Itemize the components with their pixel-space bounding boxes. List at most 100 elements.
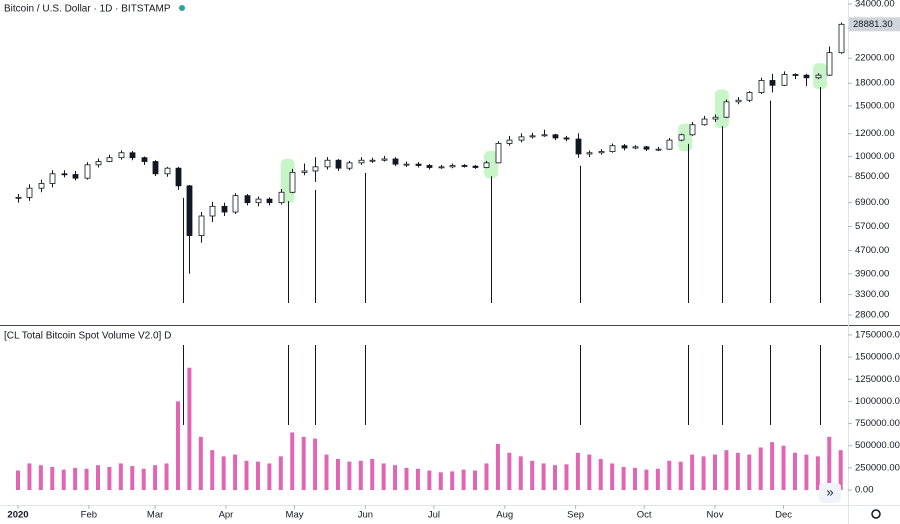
volume-bar	[610, 463, 615, 491]
settings-button[interactable]	[871, 509, 881, 519]
candle-body	[461, 165, 468, 167]
candle-body	[15, 196, 22, 199]
volume-bar	[107, 466, 112, 491]
highlight	[484, 150, 499, 179]
candle-body	[769, 80, 776, 86]
y-tick-label: 0.00	[855, 485, 874, 496]
candle-body	[826, 52, 833, 76]
y-tick-label: 250000.00	[855, 462, 900, 473]
x-tick-label: Aug	[496, 510, 513, 521]
candle-body	[221, 205, 228, 213]
volume-bar	[564, 464, 569, 491]
y-tick-label: 5700.00	[855, 221, 889, 232]
candle-body	[712, 116, 719, 120]
candle-body	[541, 134, 548, 137]
volume-bar	[827, 436, 832, 491]
x-tick-label: May	[286, 510, 304, 521]
candle-body	[301, 170, 308, 173]
candle-body	[84, 164, 91, 179]
volume-bar	[175, 401, 180, 491]
volume-bar	[73, 467, 78, 491]
candle-body	[723, 101, 730, 118]
candle-body	[198, 215, 205, 236]
volume-bar	[267, 463, 272, 491]
candle-body	[415, 163, 422, 166]
volume-bar	[84, 468, 89, 491]
candle-body	[118, 152, 125, 159]
volume-bar	[598, 459, 603, 491]
candle-body	[506, 139, 513, 144]
y-tick-label: 22000.00	[855, 53, 895, 64]
candle-body	[209, 205, 216, 217]
x-tick-label: Dec	[775, 510, 792, 521]
scroll-button[interactable]: »	[819, 483, 841, 503]
y-tick-label: 34000.00	[855, 0, 895, 9]
y-tick-label: 15000.00	[855, 100, 895, 111]
candle-body	[666, 139, 673, 150]
volume-bar	[655, 468, 660, 491]
volume-bar	[804, 454, 809, 491]
volume-bar	[587, 454, 592, 491]
volume-bar	[792, 452, 797, 491]
volume-bar	[130, 466, 135, 491]
x-tick-label: Mar	[147, 510, 163, 521]
y-tick-label: 1000000.00	[855, 396, 900, 407]
volume-bar	[667, 460, 672, 491]
candle-body	[792, 74, 799, 76]
y-tick-label: 8500.00	[855, 171, 889, 182]
candle-body	[335, 159, 342, 169]
candle-body	[369, 159, 376, 162]
candle-body	[392, 158, 399, 165]
volume-bar	[553, 465, 558, 491]
candle-body	[609, 145, 616, 152]
candle-body	[244, 195, 251, 204]
volume-bar	[16, 470, 21, 491]
y-tick-label: 10000.00	[855, 151, 895, 162]
candle-body	[746, 92, 753, 101]
chart-title: Bitcoin / U.S. Dollar · 1D · BITSTAMP	[4, 4, 171, 15]
candle-body	[106, 157, 113, 162]
volume-bar	[530, 460, 535, 491]
y-tick-label: 3900.00	[855, 268, 889, 279]
volume-bar	[210, 450, 215, 491]
volume-bar	[335, 459, 340, 491]
candle-body	[49, 173, 56, 184]
candle-body	[152, 161, 159, 175]
volume-bar	[415, 468, 420, 491]
candle-body	[426, 165, 433, 168]
candle-body	[346, 162, 353, 169]
volume-bar	[690, 454, 695, 491]
volume-bar	[678, 461, 683, 491]
volume-bar	[313, 438, 318, 491]
candle-body	[598, 151, 605, 154]
volume-bar	[724, 450, 729, 491]
y-tick-label: 6900.00	[855, 197, 889, 208]
candle-body	[815, 74, 822, 79]
x-tick-label: Jun	[358, 510, 373, 521]
candle-body	[735, 99, 742, 103]
volume-bar	[358, 460, 363, 491]
y-tick-label: 1750000.00	[855, 329, 900, 340]
x-tick-label: Nov	[707, 510, 724, 521]
svg-text:»: »	[826, 484, 833, 499]
volume-bar	[324, 454, 329, 491]
candle-body	[701, 118, 708, 126]
candle-body	[438, 166, 445, 169]
candle-body	[358, 159, 365, 164]
volume-bar	[278, 456, 283, 491]
candle-body	[803, 74, 810, 79]
volume-bar	[27, 463, 32, 491]
volume-bar	[770, 442, 775, 491]
candle-body	[381, 158, 388, 161]
volume-bar	[233, 454, 238, 491]
candle-body	[141, 157, 148, 162]
y-tick-label: 3300.00	[855, 289, 889, 300]
volume-bar	[438, 472, 443, 491]
volume-bar	[50, 466, 55, 491]
volume-bar	[370, 459, 375, 491]
volume-bar	[290, 432, 295, 491]
last-price-box	[849, 17, 900, 32]
volume-bar	[221, 456, 226, 491]
y-tick-label: 4700.00	[855, 245, 889, 256]
